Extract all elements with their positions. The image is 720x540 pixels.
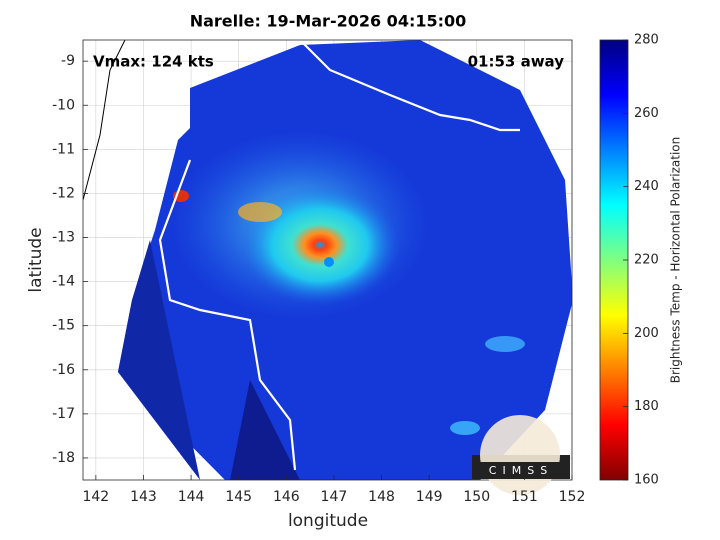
colorbar-tick-label: 160 bbox=[634, 473, 659, 488]
x-tick-label: 149 bbox=[416, 489, 443, 505]
x-tick-label: 142 bbox=[82, 489, 109, 505]
y-tick-label: -10 bbox=[52, 97, 75, 113]
time-annotation: 01:53 away bbox=[468, 53, 565, 71]
y-tick-label: -13 bbox=[52, 230, 75, 246]
x-axis-label: longitude bbox=[288, 511, 368, 531]
colorbar-tick-label: 180 bbox=[634, 399, 659, 414]
y-axis-label: latitude bbox=[26, 227, 46, 292]
x-tick-label: 144 bbox=[178, 489, 205, 505]
y-tick-label: -17 bbox=[52, 406, 75, 422]
colorbar-tick-label: 200 bbox=[634, 326, 659, 341]
logo: CIMSS bbox=[472, 415, 570, 495]
colorbar-tick-label: 220 bbox=[634, 253, 659, 268]
colorbar-tick-label: 280 bbox=[634, 33, 659, 48]
colorbar-label: Brightness Temp - Horizontal Polarizatio… bbox=[669, 137, 683, 384]
x-tick-label: 146 bbox=[273, 489, 300, 505]
chart-title: Narelle: 19-Mar-2026 04:15:00 bbox=[190, 12, 467, 31]
y-tick-label: -9 bbox=[61, 53, 75, 69]
imagery bbox=[83, 40, 572, 480]
x-tick-label: 147 bbox=[321, 489, 348, 505]
colorbar-tick-label: 240 bbox=[634, 179, 659, 194]
x-tick-label: 152 bbox=[559, 489, 586, 505]
plot-frame bbox=[82, 39, 573, 481]
colorbar-tick-label: 260 bbox=[634, 106, 659, 121]
y-tick-label: -16 bbox=[52, 362, 75, 378]
x-tick-label: 150 bbox=[463, 489, 490, 505]
x-tick-label: 145 bbox=[225, 489, 252, 505]
y-tick-label: -14 bbox=[52, 274, 75, 290]
vmax-annotation: Vmax: 124 kts bbox=[93, 53, 214, 71]
y-tick-label: -12 bbox=[52, 185, 75, 201]
y-tick-label: -11 bbox=[52, 141, 75, 157]
x-tick-label: 143 bbox=[130, 489, 157, 505]
logo-text: CIMSS bbox=[489, 464, 553, 477]
y-tick-label: -15 bbox=[52, 318, 75, 334]
x-tick-label: 148 bbox=[368, 489, 395, 505]
x-tick-label: 151 bbox=[511, 489, 538, 505]
y-tick-label: -18 bbox=[52, 450, 75, 466]
